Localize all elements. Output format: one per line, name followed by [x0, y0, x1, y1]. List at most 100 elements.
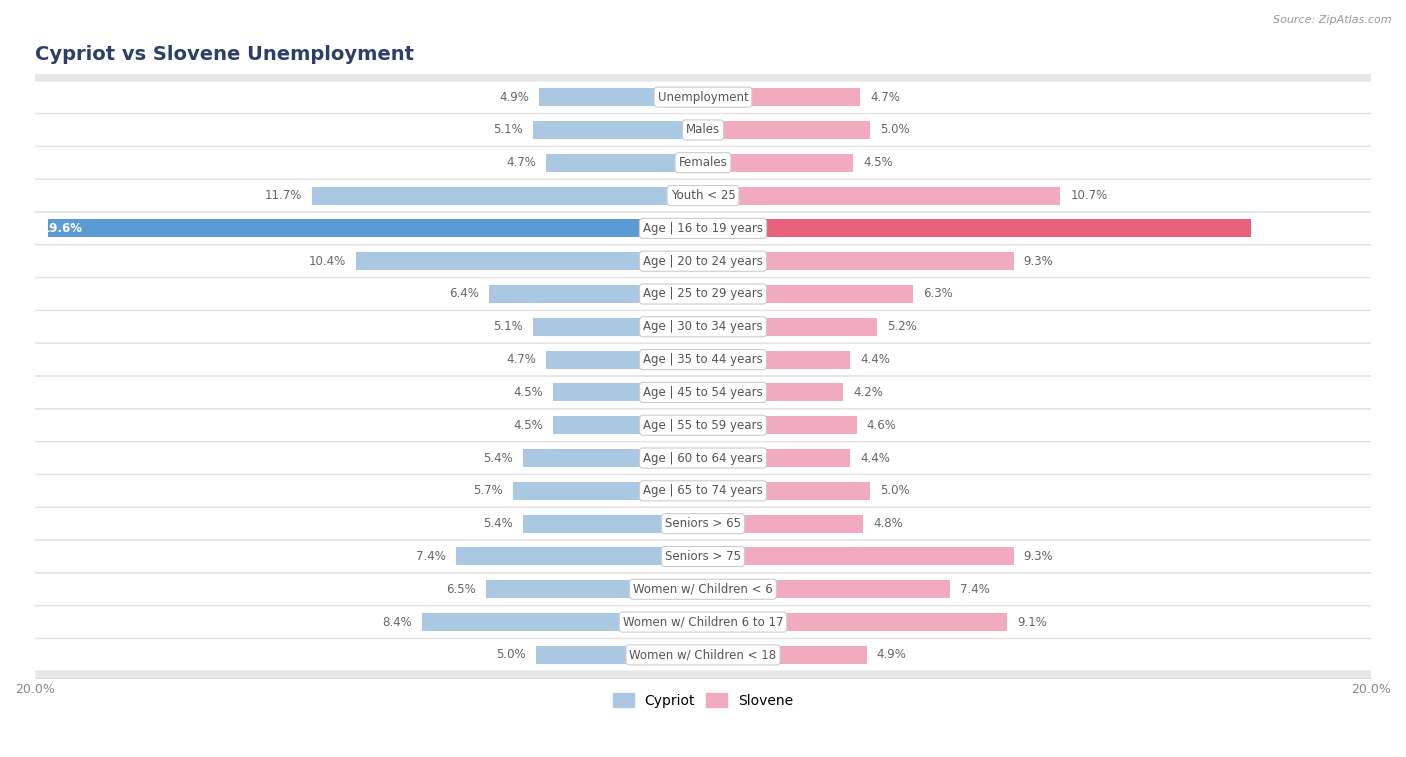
Bar	[703, 285, 914, 303]
Text: 5.1%: 5.1%	[494, 320, 523, 333]
Text: 4.4%: 4.4%	[860, 451, 890, 465]
Text: 5.0%: 5.0%	[880, 123, 910, 136]
Bar	[533, 121, 703, 139]
Text: 5.0%: 5.0%	[496, 649, 526, 662]
Text: Age | 65 to 74 years: Age | 65 to 74 years	[643, 484, 763, 497]
FancyBboxPatch shape	[35, 81, 1371, 114]
Text: 5.7%: 5.7%	[472, 484, 502, 497]
Bar	[540, 88, 703, 106]
Text: 10.4%: 10.4%	[308, 254, 346, 268]
Bar	[703, 186, 1060, 204]
Text: 11.7%: 11.7%	[264, 189, 302, 202]
FancyBboxPatch shape	[35, 344, 1371, 375]
Text: 6.5%: 6.5%	[446, 583, 475, 596]
Text: 10.7%: 10.7%	[1070, 189, 1108, 202]
FancyBboxPatch shape	[35, 442, 1371, 474]
FancyBboxPatch shape	[35, 114, 1371, 146]
FancyBboxPatch shape	[35, 573, 1371, 606]
Text: 4.7%: 4.7%	[506, 156, 536, 170]
Bar	[489, 285, 703, 303]
Text: 16.4%: 16.4%	[1323, 222, 1364, 235]
Bar	[703, 350, 851, 369]
Text: 4.7%: 4.7%	[506, 353, 536, 366]
Text: 19.6%: 19.6%	[42, 222, 83, 235]
Text: 4.7%: 4.7%	[870, 91, 900, 104]
Bar	[533, 318, 703, 336]
Text: Age | 60 to 64 years: Age | 60 to 64 years	[643, 451, 763, 465]
Bar	[486, 581, 703, 598]
Text: 4.4%: 4.4%	[860, 353, 890, 366]
Text: 4.5%: 4.5%	[863, 156, 893, 170]
Bar	[703, 613, 1007, 631]
Bar	[513, 481, 703, 500]
FancyBboxPatch shape	[35, 639, 1371, 671]
Text: 9.3%: 9.3%	[1024, 254, 1053, 268]
Text: Males: Males	[686, 123, 720, 136]
Text: 9.1%: 9.1%	[1017, 615, 1047, 628]
Bar	[703, 547, 1014, 565]
Bar	[553, 383, 703, 401]
FancyBboxPatch shape	[35, 606, 1371, 638]
FancyBboxPatch shape	[35, 376, 1371, 409]
Text: 5.4%: 5.4%	[482, 517, 513, 530]
FancyBboxPatch shape	[35, 475, 1371, 507]
FancyBboxPatch shape	[35, 310, 1371, 343]
FancyBboxPatch shape	[35, 179, 1371, 212]
Legend: Cypriot, Slovene: Cypriot, Slovene	[607, 687, 799, 713]
FancyBboxPatch shape	[35, 147, 1371, 179]
Text: Age | 35 to 44 years: Age | 35 to 44 years	[643, 353, 763, 366]
Bar	[703, 416, 856, 435]
Text: Unemployment: Unemployment	[658, 91, 748, 104]
FancyBboxPatch shape	[35, 245, 1371, 277]
Text: 4.2%: 4.2%	[853, 386, 883, 399]
Bar	[703, 252, 1014, 270]
Text: Age | 30 to 34 years: Age | 30 to 34 years	[643, 320, 763, 333]
Text: 4.5%: 4.5%	[513, 419, 543, 431]
Bar	[703, 88, 860, 106]
Bar	[703, 646, 866, 664]
Bar	[703, 154, 853, 172]
FancyBboxPatch shape	[35, 508, 1371, 540]
FancyBboxPatch shape	[35, 409, 1371, 441]
Text: Women w/ Children 6 to 17: Women w/ Children 6 to 17	[623, 615, 783, 628]
Text: 4.9%: 4.9%	[499, 91, 529, 104]
FancyBboxPatch shape	[35, 278, 1371, 310]
Text: 4.5%: 4.5%	[513, 386, 543, 399]
Text: 6.4%: 6.4%	[450, 288, 479, 301]
Text: Age | 20 to 24 years: Age | 20 to 24 years	[643, 254, 763, 268]
Text: Youth < 25: Youth < 25	[671, 189, 735, 202]
FancyBboxPatch shape	[35, 212, 1371, 245]
Bar	[523, 449, 703, 467]
Text: Women w/ Children < 18: Women w/ Children < 18	[630, 649, 776, 662]
FancyBboxPatch shape	[35, 540, 1371, 572]
Text: Age | 25 to 29 years: Age | 25 to 29 years	[643, 288, 763, 301]
Text: 5.2%: 5.2%	[887, 320, 917, 333]
Bar	[703, 449, 851, 467]
Text: Age | 55 to 59 years: Age | 55 to 59 years	[643, 419, 763, 431]
Text: 6.3%: 6.3%	[924, 288, 953, 301]
Text: 9.3%: 9.3%	[1024, 550, 1053, 563]
Bar	[553, 416, 703, 435]
Text: Age | 16 to 19 years: Age | 16 to 19 years	[643, 222, 763, 235]
Bar	[546, 154, 703, 172]
Bar	[48, 220, 703, 238]
Bar	[422, 613, 703, 631]
Bar	[536, 646, 703, 664]
Bar	[703, 581, 950, 598]
Text: Females: Females	[679, 156, 727, 170]
Text: 7.4%: 7.4%	[416, 550, 446, 563]
Bar	[703, 383, 844, 401]
Text: Seniors > 75: Seniors > 75	[665, 550, 741, 563]
Text: 7.4%: 7.4%	[960, 583, 990, 596]
Text: 4.6%: 4.6%	[866, 419, 897, 431]
Bar	[356, 252, 703, 270]
Bar	[703, 220, 1251, 238]
Text: Seniors > 65: Seniors > 65	[665, 517, 741, 530]
Text: Women w/ Children < 6: Women w/ Children < 6	[633, 583, 773, 596]
Bar	[703, 121, 870, 139]
Text: Age | 45 to 54 years: Age | 45 to 54 years	[643, 386, 763, 399]
Bar	[703, 318, 877, 336]
Text: 8.4%: 8.4%	[382, 615, 412, 628]
Text: 4.9%: 4.9%	[877, 649, 907, 662]
Bar	[703, 481, 870, 500]
